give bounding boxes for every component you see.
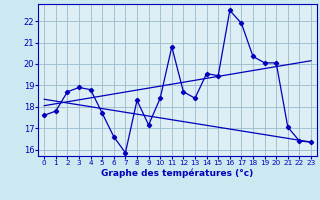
X-axis label: Graphe des températures (°c): Graphe des températures (°c) xyxy=(101,169,254,178)
